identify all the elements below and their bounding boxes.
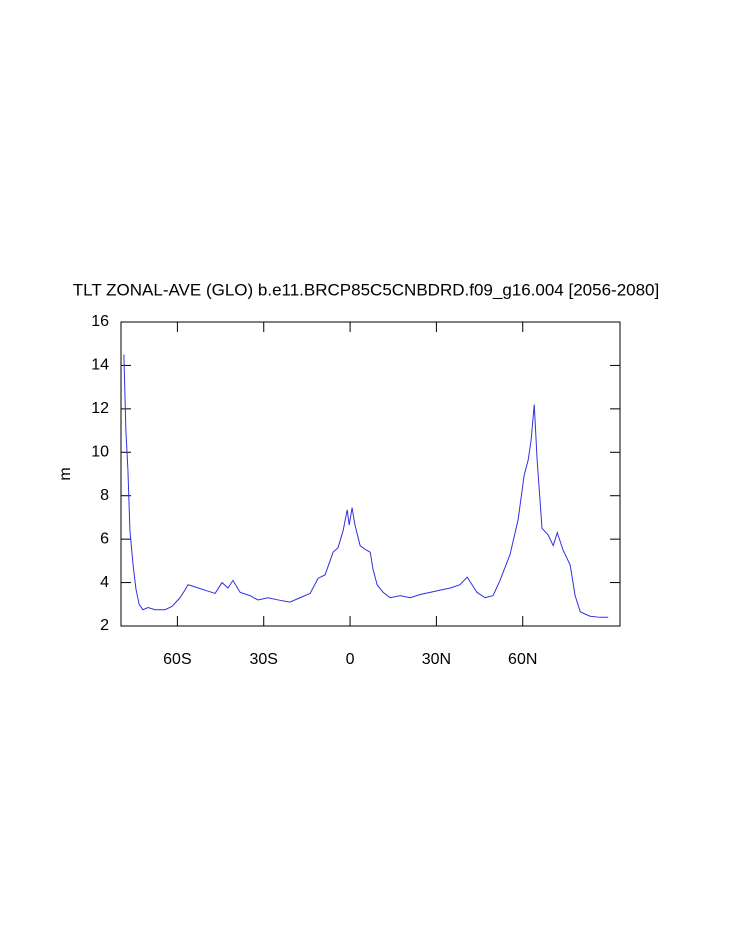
x-tick-label: 30S xyxy=(250,651,278,668)
plot-frame xyxy=(120,321,621,627)
y-tick-label: 16 xyxy=(91,313,109,330)
y-tick-label: 8 xyxy=(100,487,109,504)
y-tick-label: 12 xyxy=(91,400,109,417)
chart-title: TLT ZONAL-AVE (GLO) b.e11.BRCP85C5CNBDRD… xyxy=(73,280,659,299)
y-tick-label: 10 xyxy=(91,444,109,461)
y-tick-label: 2 xyxy=(100,617,109,634)
y-axis-label: m xyxy=(57,467,74,480)
data-line xyxy=(123,354,609,618)
x-tick-label: 0 xyxy=(346,651,355,668)
x-tick-label: 60S xyxy=(163,651,191,668)
y-tick-label: 4 xyxy=(100,574,109,591)
x-tick-label: 30N xyxy=(422,651,451,668)
y-tick-label: 14 xyxy=(91,357,109,374)
x-tick-label: 60N xyxy=(508,651,537,668)
y-tick-label: 6 xyxy=(100,530,109,547)
